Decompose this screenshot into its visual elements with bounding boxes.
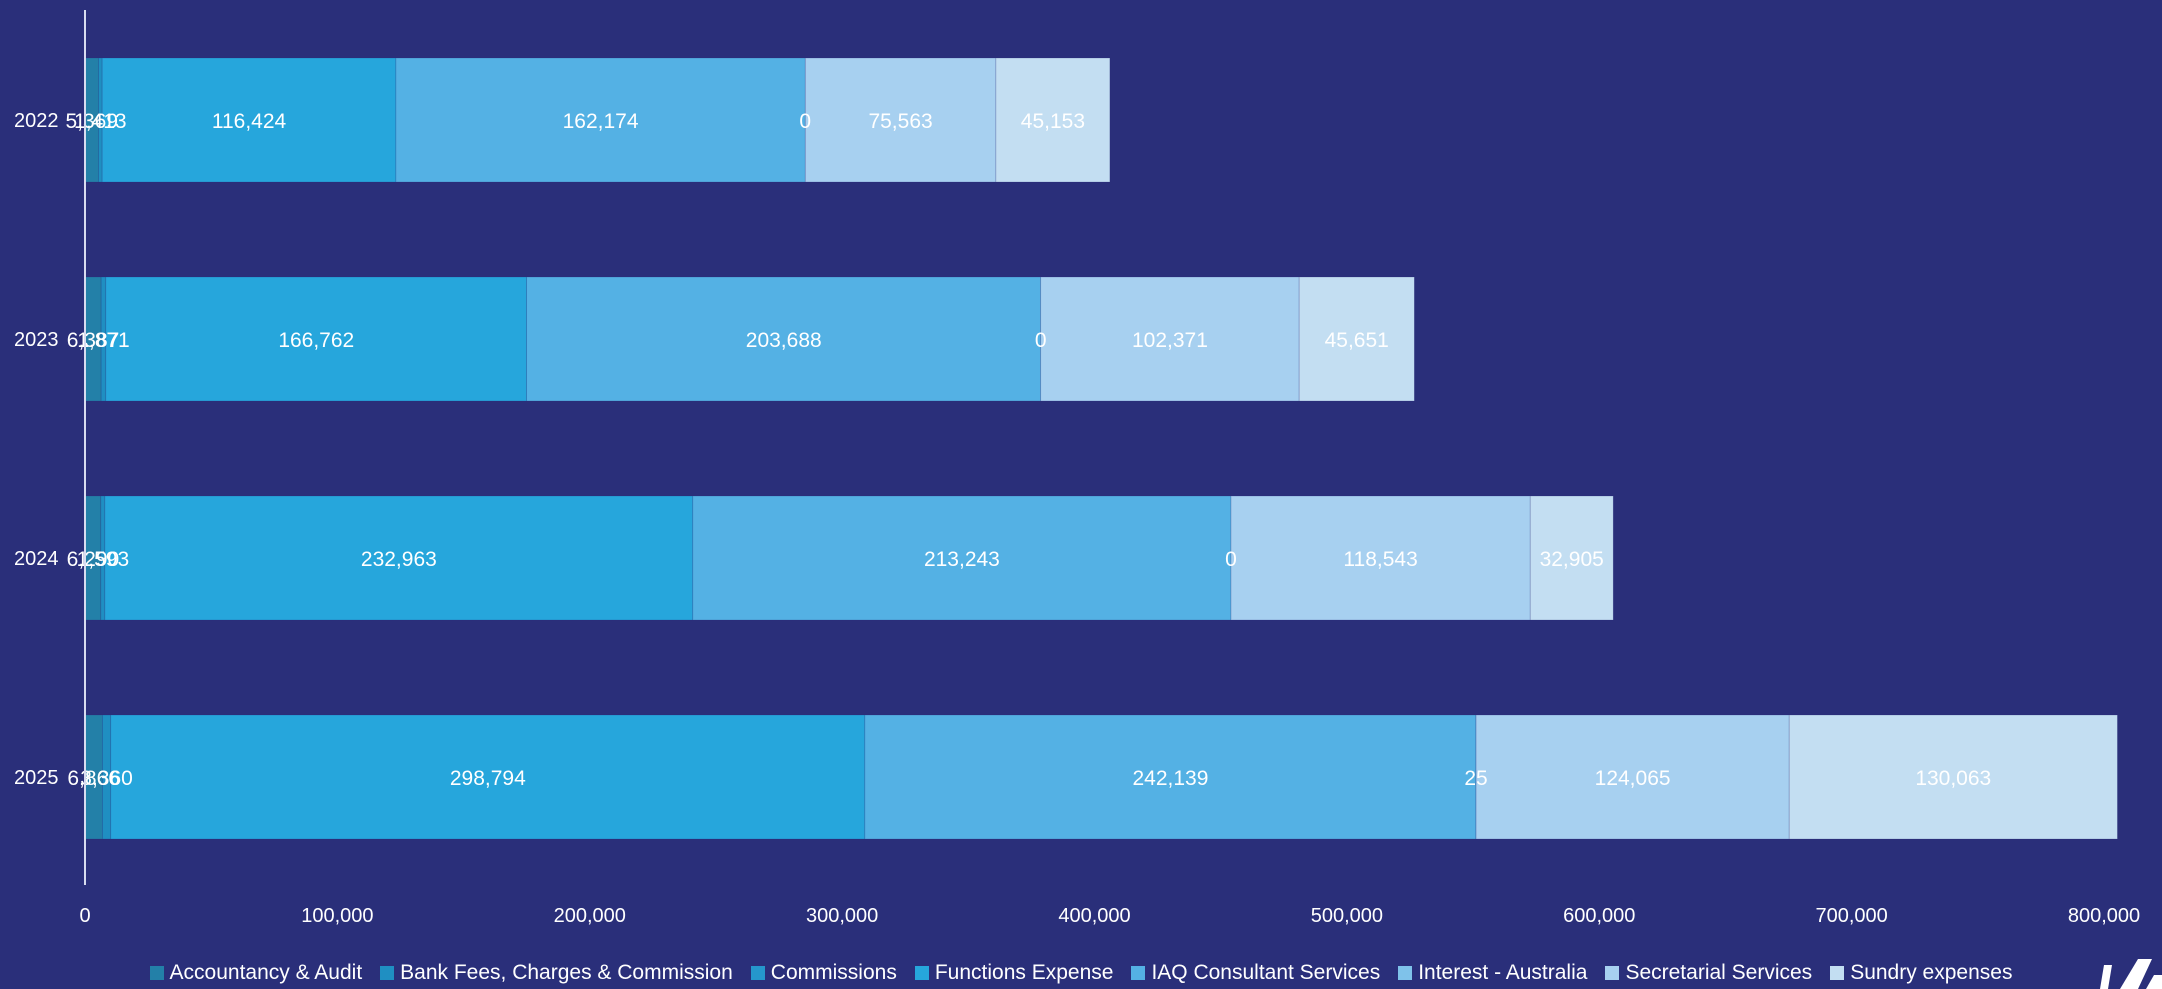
data-label-2022-1: 1,413 bbox=[74, 110, 127, 133]
data-label-2022-7: 45,153 bbox=[1021, 110, 1085, 133]
legend-swatch bbox=[149, 966, 164, 980]
bar-segment-2024-7 bbox=[1529, 495, 1614, 621]
axis-layer: 2022 2023 2024 2025 0 100,000 200,000 300,000 40… bbox=[14, 10, 2140, 927]
bar-segment-2022-1 bbox=[98, 57, 103, 183]
legend-item-5: Interest - Australia bbox=[1398, 961, 1587, 985]
bar-segment-2024-4 bbox=[692, 495, 1232, 621]
data-label-2024-4: 213,243 bbox=[924, 548, 1000, 571]
data-label-2024-7: 32,905 bbox=[1540, 548, 1604, 571]
legend-label: Sundry expenses bbox=[1850, 961, 2013, 984]
legend-item-2: Commissions bbox=[750, 961, 897, 985]
data-label-2024-5: 0 bbox=[1225, 548, 1237, 571]
data-label-2023-5: 0 bbox=[1035, 329, 1047, 352]
data-label-2023-7: 45,651 bbox=[1325, 329, 1389, 352]
legend-label: Accountancy & Audit bbox=[169, 961, 363, 984]
data-label-2025-7: 130,063 bbox=[1915, 767, 1991, 790]
legend-swatch bbox=[1605, 966, 1620, 980]
data-label-2023-0: 6,387 bbox=[67, 329, 120, 352]
bar-segment-2025-3 bbox=[110, 714, 866, 840]
legend-label: Functions Expense bbox=[934, 961, 1114, 984]
bar-segment-2024-6 bbox=[1230, 495, 1531, 621]
data-label-2022-3: 116,424 bbox=[212, 110, 287, 133]
data-label-2022-4: 162,174 bbox=[563, 110, 639, 133]
bars-layer bbox=[84, 57, 2118, 840]
bar-segment-2023-7 bbox=[1298, 276, 1415, 402]
legend-swatch bbox=[750, 966, 765, 980]
legend-item-3: Functions Expense bbox=[914, 961, 1114, 985]
category-label-2023: 2023 bbox=[14, 329, 59, 351]
legend-item-6: Secretarial Services bbox=[1605, 961, 1812, 985]
x-tick-label-7: 700,000 bbox=[1815, 905, 1887, 927]
data-label-2025-1: 3,360 bbox=[80, 767, 133, 790]
legend-item-0: Accountancy & Audit bbox=[149, 961, 363, 985]
legend-swatch bbox=[380, 966, 395, 980]
data-label-2024-6: 118,543 bbox=[1343, 548, 1417, 571]
bar-segment-2025-6 bbox=[1475, 714, 1790, 840]
data-label-2023-6: 102,371 bbox=[1132, 329, 1208, 352]
x-tick-label-8: 800,000 bbox=[2068, 905, 2140, 927]
legend-swatch bbox=[1131, 966, 1146, 980]
data-label-2022-6: 75,563 bbox=[868, 110, 932, 133]
data-label-2025-5: 25 bbox=[1464, 767, 1487, 790]
legend-swatch bbox=[914, 966, 929, 980]
bar-segment-2025-7 bbox=[1788, 714, 2118, 840]
bar-segment-2025-4 bbox=[864, 714, 1477, 840]
legend-label: Commissions bbox=[770, 961, 897, 984]
data-label-2025-6: 124,065 bbox=[1595, 767, 1671, 790]
category-label-2025: 2025 bbox=[14, 767, 59, 789]
data-label-2023-3: 166,762 bbox=[278, 329, 354, 352]
bar-segment-2023-3 bbox=[105, 276, 528, 402]
bar-segment-2022-3 bbox=[101, 57, 397, 183]
legend-item-7: Sundry expenses bbox=[1830, 961, 2012, 985]
data-label-2024-3: 232,963 bbox=[361, 548, 437, 571]
legend-label: Secretarial Services bbox=[1625, 961, 1813, 984]
legend-label: Interest - Australia bbox=[1418, 961, 1588, 984]
legend: Accountancy & Audit Bank Fees, Charges & … bbox=[0, 958, 2162, 988]
bar-segment-2025-1 bbox=[102, 714, 112, 840]
data-label-2025-4: 242,139 bbox=[1132, 767, 1208, 790]
data-label-2022-0: 5,369 bbox=[65, 110, 118, 133]
bar-segment-2024-3 bbox=[104, 495, 694, 621]
data-label-2023-4: 203,688 bbox=[746, 329, 822, 352]
bar-segment-2022-6 bbox=[804, 57, 997, 183]
data-label-2022-5: 0 bbox=[799, 110, 811, 133]
category-label-2024: 2024 bbox=[14, 548, 59, 570]
legend-item-4: IAQ Consultant Services bbox=[1131, 961, 1380, 985]
legend-item-1: Bank Fees, Charges & Commission bbox=[380, 961, 733, 985]
x-tick-label-6: 600,000 bbox=[1563, 905, 1635, 927]
legend-swatch bbox=[1830, 966, 1845, 980]
bar-segment-2023-6 bbox=[1040, 276, 1300, 402]
data-label-2025-3: 298,794 bbox=[450, 767, 526, 790]
data-label-2023-1: 1,871 bbox=[77, 329, 130, 352]
x-tick-label-2: 200,000 bbox=[554, 905, 626, 927]
legend-label: IAQ Consultant Services bbox=[1151, 961, 1381, 984]
data-label-2024-0: 6,290 bbox=[67, 548, 120, 571]
x-tick-label-3: 300,000 bbox=[806, 905, 878, 927]
legend-label: Bank Fees, Charges & Commission bbox=[400, 961, 733, 984]
bar-segment-2022-7 bbox=[995, 57, 1111, 183]
x-tick-label-5: 500,000 bbox=[1311, 905, 1383, 927]
bar-segment-2023-4 bbox=[526, 276, 1042, 402]
data-label-2024-1: 1,593 bbox=[77, 548, 130, 571]
x-tick-label-4: 400,000 bbox=[1058, 905, 1130, 927]
x-tick-label-0: 0 bbox=[79, 905, 90, 927]
logo-fragment bbox=[2100, 959, 2162, 989]
data-label-2025-0: 6,866 bbox=[67, 767, 120, 790]
category-label-2022: 2022 bbox=[14, 110, 59, 132]
legend-swatch bbox=[1398, 966, 1413, 980]
x-tick-label-1: 100,000 bbox=[301, 905, 373, 927]
